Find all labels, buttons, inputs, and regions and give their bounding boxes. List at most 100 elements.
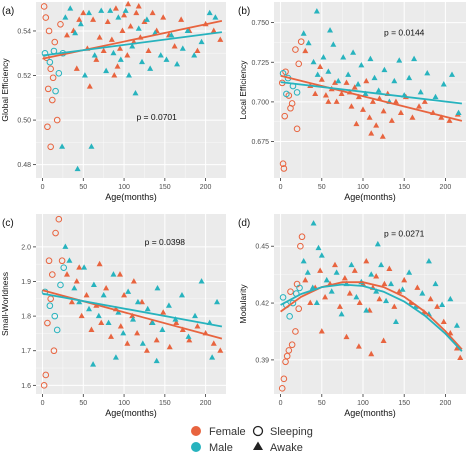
male-awake-point bbox=[335, 77, 342, 84]
male-awake-point bbox=[125, 72, 132, 78]
male-awake-point bbox=[371, 74, 378, 81]
female-awake-point bbox=[149, 9, 156, 16]
x-tick-label: 100 bbox=[118, 400, 130, 407]
male-sleeping-point bbox=[46, 58, 54, 66]
female-awake-point bbox=[194, 47, 201, 54]
male-awake-point bbox=[378, 261, 385, 268]
male-awake-point bbox=[323, 276, 330, 283]
p-value-annotation: p = 0.0271 bbox=[384, 229, 425, 239]
female-sleeping-point bbox=[44, 85, 52, 93]
female-awake-point bbox=[73, 278, 80, 284]
y-tick-label: 0.54 bbox=[17, 28, 31, 35]
female-awake-point bbox=[80, 9, 87, 16]
legend: Female Male Sleeping Awake bbox=[191, 425, 313, 454]
legend-awake-label: Awake bbox=[270, 442, 303, 454]
female-sleeping-point bbox=[45, 27, 53, 35]
x-axis-label: Age(months) bbox=[344, 408, 396, 418]
y-tick-label: 2.0 bbox=[21, 244, 31, 251]
male-sleeping-point bbox=[46, 302, 54, 310]
male-awake-point bbox=[327, 27, 334, 33]
female-sleeping-point bbox=[297, 242, 304, 250]
plot-background bbox=[36, 214, 226, 394]
female-awake-point bbox=[63, 271, 70, 277]
male-awake-point bbox=[314, 71, 321, 77]
female-awake-point bbox=[119, 27, 126, 33]
plot-background bbox=[274, 2, 466, 178]
male-awake-point bbox=[163, 56, 170, 62]
male-sleeping-point bbox=[60, 264, 68, 271]
x-tick-label: 100 bbox=[118, 184, 130, 191]
male-awake-point bbox=[144, 305, 151, 312]
panel-d: 0 50 100 150 200 0.39 0.42 0.45 p = 0.0271 Age(mo… bbox=[238, 214, 466, 418]
panel-label: (d) bbox=[238, 218, 250, 229]
female-sleeping-point bbox=[283, 352, 291, 360]
male-awake-point bbox=[174, 60, 181, 67]
y-axis-label: Small-Worldness bbox=[0, 272, 10, 336]
female-sleeping-point bbox=[297, 38, 305, 45]
female-awake-point bbox=[171, 43, 178, 49]
male-awake-point bbox=[315, 244, 322, 251]
female-awake-point bbox=[369, 98, 376, 104]
male-awake-point bbox=[348, 261, 355, 268]
female-awake-point bbox=[363, 77, 370, 84]
male-awake-point bbox=[350, 49, 357, 55]
female-awake-point bbox=[121, 291, 128, 298]
male-awake-point bbox=[411, 55, 418, 62]
female-awake-point bbox=[134, 330, 141, 336]
female-awake-point bbox=[373, 122, 380, 128]
female-sleeping-point bbox=[50, 347, 58, 355]
male-awake-point bbox=[396, 57, 403, 63]
male-awake-point bbox=[305, 39, 312, 46]
female-awake-point bbox=[380, 337, 387, 343]
male-sleeping-point bbox=[57, 281, 64, 289]
male-awake-point bbox=[383, 297, 390, 304]
y-axis-label: Local Efficiency bbox=[238, 60, 248, 120]
male-awake-point bbox=[448, 71, 455, 77]
male-sleeping-point bbox=[296, 284, 303, 292]
legend-female-label: Female bbox=[209, 426, 246, 438]
female-sleeping-point bbox=[45, 257, 53, 265]
male-awake-point bbox=[358, 62, 365, 68]
x-tick-label: 0 bbox=[41, 400, 45, 407]
female-awake-point bbox=[373, 273, 380, 279]
female-awake-point bbox=[356, 299, 363, 306]
female-awake-point bbox=[386, 265, 393, 271]
y-tick-label: 0.700 bbox=[251, 99, 269, 106]
male-awake-point bbox=[304, 269, 311, 275]
male-fit-line bbox=[42, 31, 223, 57]
male-awake-point bbox=[115, 14, 122, 20]
female-sleeping-point bbox=[42, 371, 50, 379]
male-awake-point bbox=[432, 280, 439, 287]
female-sleeping-point bbox=[295, 60, 303, 68]
male-awake-point bbox=[191, 52, 198, 58]
male-awake-point bbox=[90, 361, 97, 367]
female-sleeping-point bbox=[40, 3, 48, 10]
male-awake-point bbox=[134, 298, 141, 305]
x-tick-label: 100 bbox=[357, 184, 369, 191]
female-awake-point bbox=[325, 98, 332, 104]
male-awake-point bbox=[110, 49, 117, 56]
male-awake-point bbox=[338, 311, 345, 317]
y-tick-label: 0.52 bbox=[17, 73, 31, 80]
female-awake-point bbox=[380, 108, 387, 114]
male-awake-point bbox=[353, 293, 360, 300]
x-tick-label: 150 bbox=[159, 184, 171, 191]
male-awake-point bbox=[309, 284, 316, 290]
female-awake-point bbox=[414, 284, 421, 290]
female-awake-point bbox=[194, 323, 201, 329]
male-awake-point bbox=[374, 240, 381, 247]
x-tick-label: 0 bbox=[279, 184, 283, 191]
male-awake-point bbox=[81, 72, 88, 78]
y-tick-label: 0.50 bbox=[17, 118, 31, 125]
y-tick-label: 1.6 bbox=[21, 383, 31, 390]
female-sleeping-point bbox=[51, 38, 59, 46]
female-awake-point bbox=[341, 275, 348, 281]
male-awake-point bbox=[149, 319, 156, 326]
female-awake-point bbox=[427, 295, 434, 302]
male-fit-line bbox=[280, 283, 463, 352]
female-awake-point bbox=[351, 267, 358, 273]
male-awake-point bbox=[62, 14, 69, 20]
x-tick-label: 100 bbox=[357, 400, 369, 407]
male-fit-line bbox=[42, 292, 223, 328]
male-awake-point bbox=[112, 354, 119, 360]
